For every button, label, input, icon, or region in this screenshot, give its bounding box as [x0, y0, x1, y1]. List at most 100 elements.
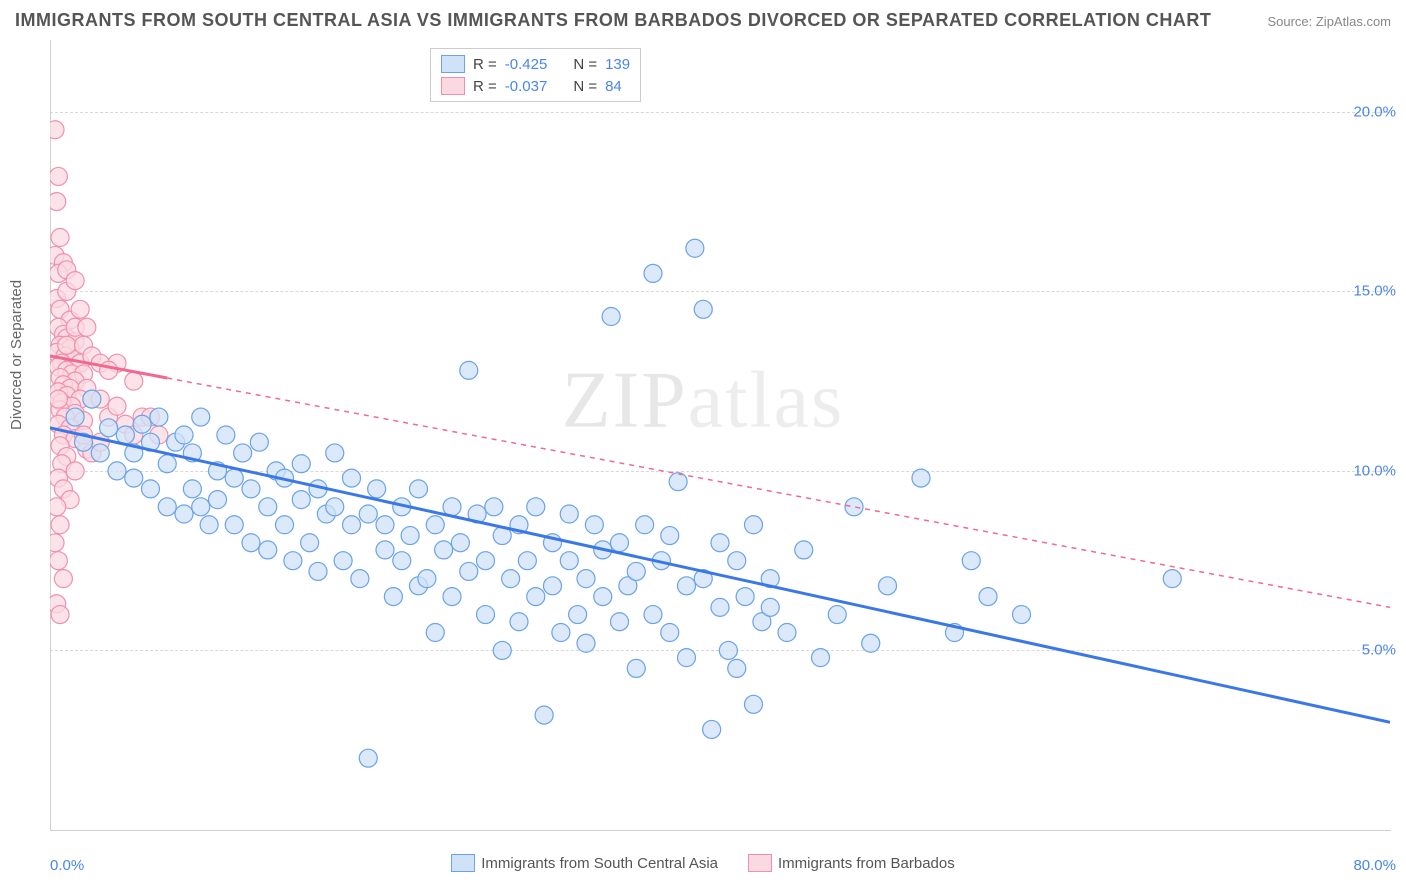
data-point	[962, 552, 980, 570]
data-point	[669, 473, 687, 491]
r-label: R =	[473, 56, 497, 73]
data-point	[142, 480, 160, 498]
data-point	[703, 720, 721, 738]
x-tick-label: 0.0%	[50, 857, 84, 874]
data-point	[50, 552, 67, 570]
data-point	[761, 598, 779, 616]
data-point	[50, 498, 66, 516]
data-point	[133, 415, 151, 433]
data-point	[527, 588, 545, 606]
legend-stats: R = -0.425 N = 139 R = -0.037 N = 84	[430, 48, 641, 102]
chart-title: IMMIGRANTS FROM SOUTH CENTRAL ASIA VS IM…	[15, 10, 1211, 31]
legend-stats-row: R = -0.037 N = 84	[441, 77, 630, 95]
legend-swatch	[451, 854, 475, 872]
data-point	[694, 300, 712, 318]
data-point	[569, 606, 587, 624]
data-point	[225, 516, 243, 534]
data-point	[678, 577, 696, 595]
x-tick-label: 80.0%	[1353, 857, 1396, 874]
y-axis-label: Divorced or Separated	[8, 280, 25, 430]
data-point	[728, 552, 746, 570]
data-point	[636, 516, 654, 534]
data-point	[502, 570, 520, 588]
trend-line	[50, 428, 1390, 722]
data-point	[66, 272, 84, 290]
data-point	[58, 336, 76, 354]
chart-container: IMMIGRANTS FROM SOUTH CENTRAL ASIA VS IM…	[0, 0, 1406, 892]
data-point	[527, 498, 545, 516]
data-point	[585, 516, 603, 534]
source-label: Source: ZipAtlas.com	[1267, 14, 1391, 29]
data-point	[292, 491, 310, 509]
data-point	[242, 480, 260, 498]
data-point	[711, 534, 729, 552]
data-point	[410, 480, 428, 498]
data-point	[535, 706, 553, 724]
data-point	[544, 577, 562, 595]
data-point	[150, 408, 168, 426]
data-point	[91, 444, 109, 462]
data-point	[100, 361, 118, 379]
data-point	[225, 469, 243, 487]
data-point	[728, 659, 746, 677]
data-point	[51, 516, 69, 534]
data-point	[158, 455, 176, 473]
data-point	[183, 480, 201, 498]
data-point	[50, 390, 67, 408]
data-point	[552, 624, 570, 642]
data-point	[661, 624, 679, 642]
data-point	[678, 649, 696, 667]
data-point	[209, 491, 227, 509]
data-point	[78, 318, 96, 336]
data-point	[611, 534, 629, 552]
data-point	[493, 641, 511, 659]
legend-label: Immigrants from Barbados	[778, 855, 955, 872]
data-point	[376, 516, 394, 534]
data-point	[192, 498, 210, 516]
data-point	[66, 408, 84, 426]
data-point	[812, 649, 830, 667]
data-point	[560, 552, 578, 570]
data-point	[292, 455, 310, 473]
data-point	[912, 469, 930, 487]
data-point	[175, 426, 193, 444]
data-point	[443, 588, 461, 606]
data-point	[158, 498, 176, 516]
data-point	[343, 516, 361, 534]
data-point	[745, 695, 763, 713]
data-point	[577, 634, 595, 652]
data-point	[602, 308, 620, 326]
n-label: N =	[573, 56, 597, 73]
data-point	[384, 588, 402, 606]
data-point	[736, 588, 754, 606]
data-point	[192, 408, 210, 426]
legend-swatch	[441, 55, 465, 73]
data-point	[71, 300, 89, 318]
data-point	[351, 570, 369, 588]
data-point	[343, 469, 361, 487]
data-point	[426, 516, 444, 534]
data-point	[51, 229, 69, 247]
data-point	[175, 505, 193, 523]
data-point	[510, 613, 528, 631]
data-point	[50, 193, 66, 211]
legend-item: Immigrants from South Central Asia	[451, 854, 718, 872]
data-point	[1163, 570, 1181, 588]
r-value: -0.425	[505, 56, 548, 73]
data-point	[242, 534, 260, 552]
data-point	[577, 570, 595, 588]
data-point	[83, 390, 101, 408]
data-point	[250, 433, 268, 451]
legend-series: Immigrants from South Central Asia Immig…	[0, 854, 1406, 872]
r-value: -0.037	[505, 78, 548, 95]
data-point	[644, 264, 662, 282]
data-point	[418, 570, 436, 588]
legend-swatch	[748, 854, 772, 872]
data-point	[326, 444, 344, 462]
data-point	[50, 121, 64, 139]
data-point	[661, 527, 679, 545]
data-point	[979, 588, 997, 606]
data-point	[828, 606, 846, 624]
data-point	[259, 498, 277, 516]
data-point	[627, 659, 645, 677]
